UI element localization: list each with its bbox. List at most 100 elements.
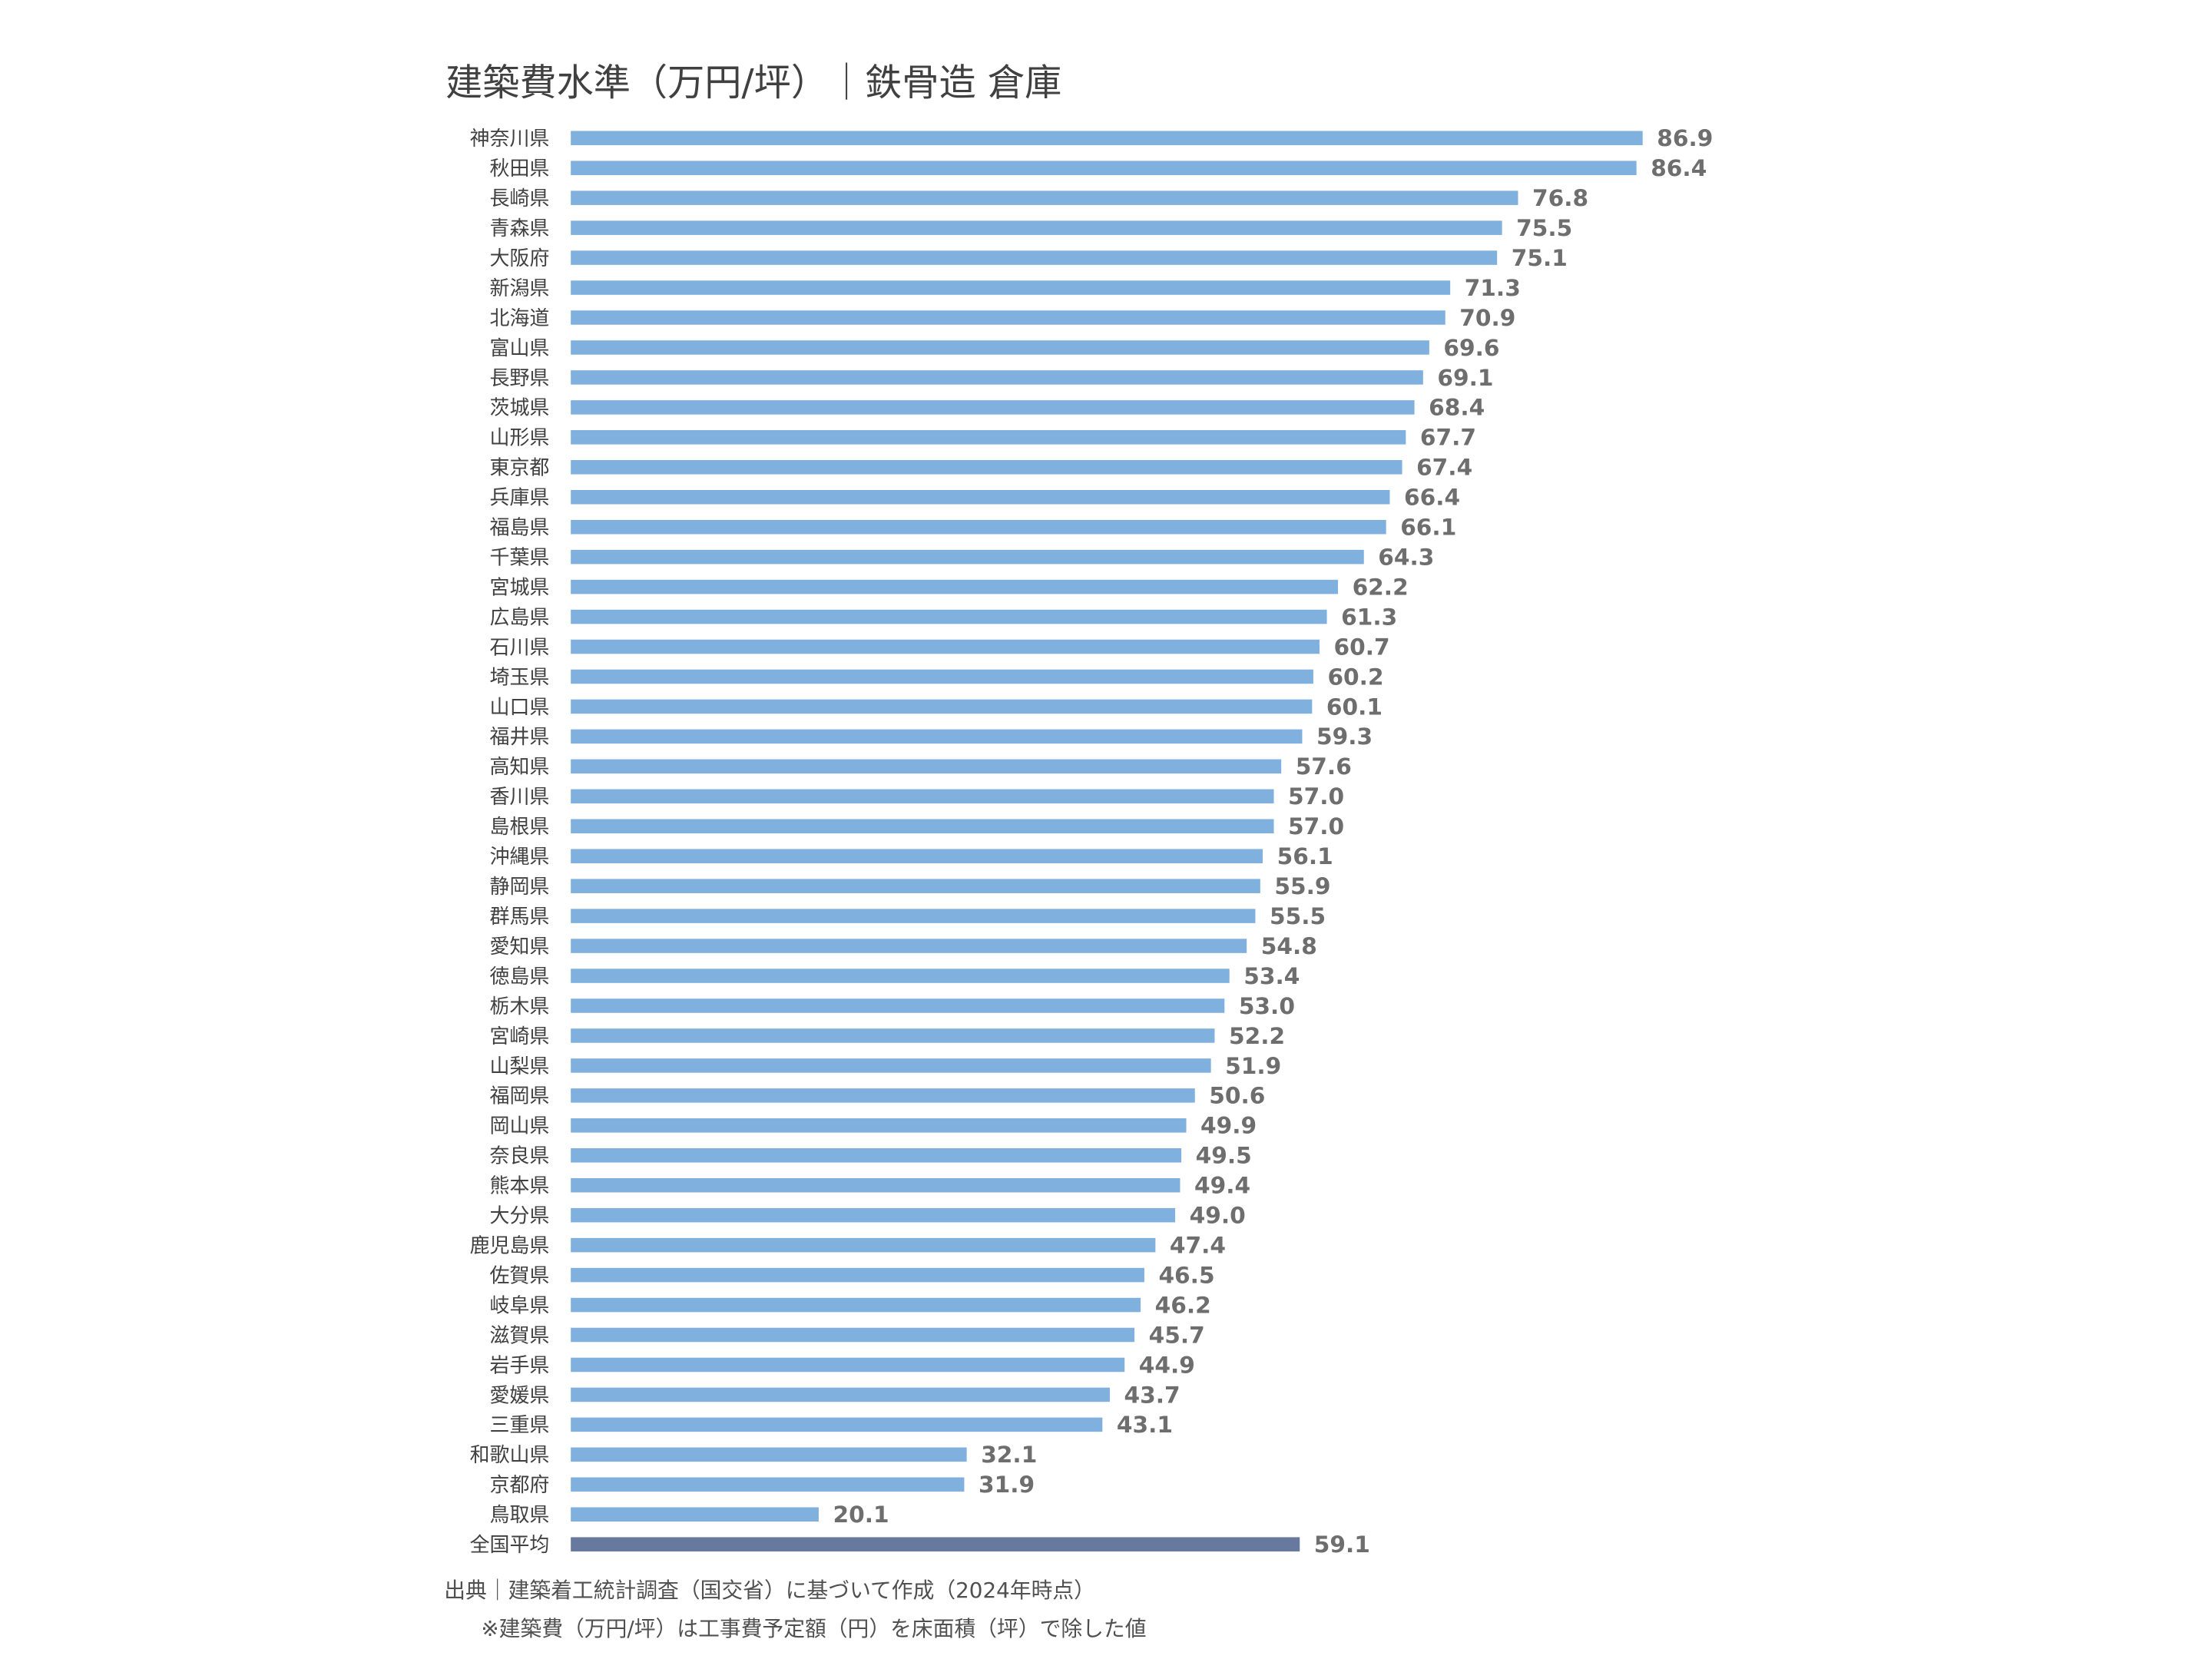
value-label: 32.1 [981, 1441, 1037, 1468]
value-label: 47.4 [1170, 1231, 1226, 1258]
category-label: 兵庫県 [490, 487, 550, 510]
value-label: 53.0 [1239, 992, 1295, 1019]
bar [571, 969, 1230, 983]
bar [571, 998, 1225, 1013]
category-label: 福岡県 [490, 1085, 550, 1108]
category-label: 群馬県 [490, 906, 550, 929]
bar [571, 1237, 1156, 1253]
bar [571, 639, 1320, 654]
category-label: 島根県 [490, 816, 550, 839]
category-label: 京都府 [490, 1474, 550, 1497]
category-label: 長野県 [490, 367, 550, 390]
value-label: 60.7 [1333, 633, 1389, 660]
value-label: 66.4 [1404, 484, 1460, 511]
category-label: 福井県 [490, 726, 550, 749]
value-label: 57.0 [1288, 813, 1344, 839]
category-label: 宮城県 [490, 576, 550, 599]
bar [571, 1507, 819, 1522]
value-label: 51.9 [1225, 1052, 1281, 1079]
bar [571, 460, 1402, 475]
category-label: 宮崎県 [490, 1025, 550, 1048]
category-label: 香川県 [490, 786, 550, 809]
bar [571, 1088, 1195, 1103]
value-label: 67.4 [1416, 454, 1472, 481]
bar [571, 1177, 1181, 1193]
value-label: 86.9 [1657, 124, 1713, 151]
category-label: 滋賀県 [490, 1324, 550, 1347]
value-label: 75.1 [1512, 244, 1568, 271]
bar [571, 789, 1274, 804]
bar [571, 400, 1415, 415]
category-label: 青森県 [490, 217, 550, 240]
category-label: 茨城県 [490, 397, 550, 420]
bar [571, 909, 1256, 923]
category-label: 奈良県 [490, 1145, 550, 1168]
bar [571, 131, 1643, 146]
bar [571, 1327, 1135, 1343]
value-label: 61.3 [1341, 603, 1397, 630]
bar [571, 1058, 1211, 1073]
bar [571, 849, 1263, 863]
value-label: 86.4 [1651, 154, 1707, 181]
value-label: 60.1 [1326, 693, 1382, 720]
category-label: 全国平均 [470, 1534, 550, 1557]
category-label: 高知県 [490, 756, 550, 779]
category-label: 千葉県 [490, 547, 550, 570]
bar [571, 1357, 1125, 1373]
category-label: 静岡県 [490, 876, 550, 899]
category-label: 新潟県 [490, 277, 550, 300]
category-label: 岐阜県 [490, 1294, 550, 1317]
bar [571, 759, 1282, 774]
category-label: 福島県 [490, 517, 550, 540]
category-label: 愛知県 [490, 935, 550, 959]
value-label: 49.0 [1190, 1202, 1246, 1229]
bar [571, 430, 1406, 445]
bar [571, 280, 1451, 295]
value-label: 59.1 [1314, 1531, 1370, 1558]
bar [571, 340, 1429, 355]
value-label: 69.6 [1443, 334, 1499, 361]
value-label: 45.7 [1149, 1321, 1205, 1348]
value-label: 43.7 [1124, 1381, 1180, 1408]
category-label: 佐賀県 [490, 1264, 550, 1287]
category-label: 山形県 [490, 427, 550, 450]
bar [571, 190, 1518, 205]
bar [571, 161, 1637, 175]
value-label: 62.2 [1353, 573, 1409, 600]
value-label: 66.1 [1400, 514, 1456, 541]
value-label: 44.9 [1139, 1351, 1195, 1378]
value-label: 20.1 [833, 1501, 889, 1528]
value-label: 67.7 [1420, 424, 1476, 451]
value-label: 76.8 [1532, 184, 1588, 211]
value-label: 71.3 [1465, 274, 1521, 301]
bar [571, 579, 1339, 594]
category-label: 神奈川県 [470, 127, 550, 151]
footnote: ※建築費（万円/坪）は工事費予定額（円）を床面積（坪）で除した値 [481, 1616, 1146, 1641]
bar [571, 669, 1313, 684]
category-label: 長崎県 [490, 187, 550, 210]
bar [571, 1297, 1141, 1313]
value-label: 57.6 [1296, 753, 1352, 780]
bar [571, 519, 1386, 535]
bar [571, 1148, 1182, 1163]
bar [571, 939, 1247, 953]
category-label: 山梨県 [490, 1055, 550, 1078]
value-label: 70.9 [1459, 304, 1515, 331]
category-label: 石川県 [490, 636, 550, 659]
bar [571, 1118, 1187, 1133]
value-label: 56.1 [1277, 843, 1333, 869]
category-label: 沖縄県 [490, 846, 550, 869]
bar [571, 609, 1327, 624]
value-label: 49.4 [1194, 1172, 1250, 1199]
source-note: 出典｜建築着工統計調査（国交省）に基づいて作成（2024年時点） [444, 1578, 1095, 1603]
bar [571, 310, 1445, 325]
bar [571, 1028, 1215, 1043]
bar [571, 1267, 1144, 1283]
value-label: 52.2 [1229, 1022, 1285, 1049]
category-label: 鳥取県 [490, 1504, 550, 1527]
category-label: 和歌山県 [470, 1444, 550, 1467]
value-label: 75.5 [1516, 214, 1572, 241]
value-label: 64.3 [1378, 544, 1434, 571]
category-label: 大分県 [490, 1205, 550, 1228]
